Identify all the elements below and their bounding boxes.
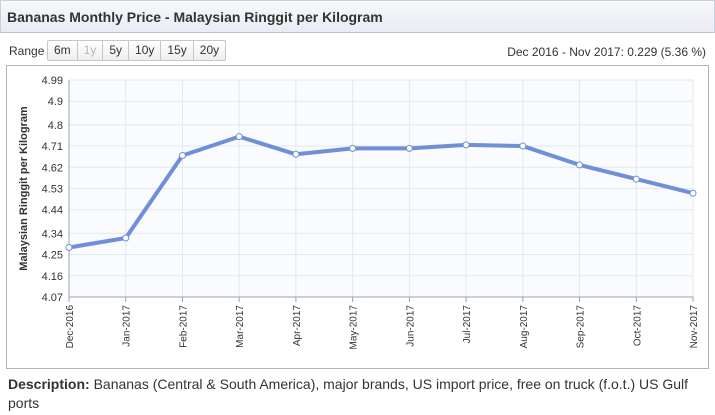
y-tick-label: 4.71 — [42, 141, 63, 153]
x-tick-label: Feb-2017 — [178, 305, 189, 348]
x-tick-label: Mar-2017 — [235, 305, 246, 348]
range-20y-button[interactable]: 20y — [193, 40, 227, 61]
data-point — [405, 144, 413, 152]
y-tick-label: 4.44 — [42, 205, 63, 217]
y-tick-label: 4.25 — [42, 250, 63, 262]
y-tick-label: 4.07 — [42, 292, 63, 304]
data-point — [519, 142, 527, 150]
data-point — [235, 133, 243, 141]
y-axis-title: Malaysian Ringgit per Kilogram — [18, 106, 30, 271]
y-tick-label: 4.34 — [42, 228, 63, 240]
grid — [68, 79, 694, 298]
y-tick-label: 4.99 — [42, 75, 63, 87]
range-5y-button[interactable]: 5y — [103, 40, 130, 61]
x-tick-label: Jul-2017 — [462, 305, 473, 344]
data-point — [462, 141, 470, 149]
range-label: Range — [9, 44, 45, 58]
y-tick-label: 4.16 — [42, 271, 63, 283]
range-15y-button[interactable]: 15y — [161, 40, 194, 61]
y-tick-label: 4.62 — [42, 162, 63, 174]
description: Description: Bananas (Central & South Am… — [8, 375, 708, 413]
range-buttons: 6m 1y 5y 10y 15y 20y — [47, 40, 227, 61]
data-point — [576, 161, 584, 169]
series — [65, 133, 697, 251]
x-tick-label: Apr-2017 — [292, 305, 303, 347]
range-6m-button[interactable]: 6m — [47, 40, 78, 61]
y-tick-label: 4.8 — [48, 120, 63, 132]
chart-frame: 4.07 4.16 4.25 4.34 4.44 4.53 4.62 4.71 4.8 4.9 4.… — [6, 65, 709, 369]
description-label: Description: — [8, 376, 90, 392]
data-point — [292, 150, 300, 158]
data-point — [689, 189, 697, 197]
x-tick-label: Sep-2017 — [576, 305, 587, 349]
data-point — [65, 243, 73, 251]
range-10y-button[interactable]: 10y — [129, 40, 162, 61]
x-tick-label: May-2017 — [349, 305, 360, 350]
axes: 4.07 4.16 4.25 4.34 4.44 4.53 4.62 4.71 4.8 4.9 4.… — [18, 75, 700, 349]
series-line — [67, 134, 695, 250]
data-point — [122, 234, 130, 242]
range-1y-button: 1y — [77, 40, 104, 61]
range-selector: Range 6m 1y 5y 10y 15y 20y Dec 2016 - No… — [0, 40, 715, 62]
x-tick-label: Nov-2017 — [689, 305, 700, 349]
data-point — [632, 175, 640, 183]
data-point — [178, 151, 186, 159]
line-chart: 4.07 4.16 4.25 4.34 4.44 4.53 4.62 4.71 4.8 4.9 4.… — [18, 75, 700, 349]
y-tick-label: 4.9 — [48, 96, 63, 108]
y-tick-label: 4.53 — [42, 184, 63, 196]
chart-title: Bananas Monthly Price - Malaysian Ringgi… — [7, 9, 383, 25]
x-tick-label: Oct-2017 — [632, 305, 643, 347]
x-tick-label: Jan-2017 — [122, 305, 133, 347]
x-tick-label: Jun-2017 — [405, 305, 416, 347]
x-tick-label: Dec-2016 — [65, 305, 76, 349]
range-summary: Dec 2016 - Nov 2017: 0.229 (5.36 %) — [507, 45, 706, 59]
x-tick-label: Aug-2017 — [519, 305, 530, 349]
data-point — [349, 144, 357, 152]
description-text: Bananas (Central & South America), major… — [8, 376, 689, 411]
chart-header: Bananas Monthly Price - Malaysian Ringgi… — [0, 0, 715, 33]
